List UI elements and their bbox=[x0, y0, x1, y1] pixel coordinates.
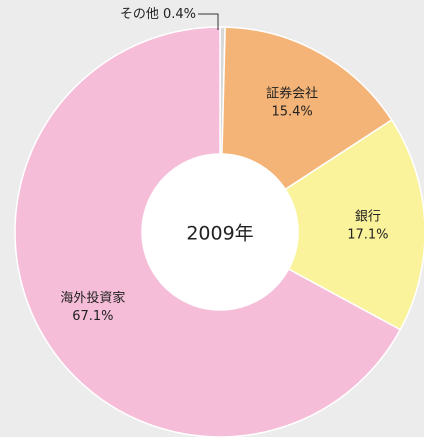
value-label: 17.1% bbox=[347, 227, 388, 242]
value-label: 0.4% bbox=[163, 7, 196, 22]
category-label: 証券会社 bbox=[266, 85, 318, 101]
leader-line bbox=[198, 13, 219, 30]
center-label: 2009年 bbox=[186, 223, 253, 245]
category-label: 海外投資家 bbox=[60, 290, 125, 306]
value-label: 67.1% bbox=[72, 309, 113, 324]
category-label: その他 bbox=[120, 7, 159, 22]
donut-hole bbox=[142, 154, 298, 310]
slice-label: その他 0.4% bbox=[120, 7, 196, 22]
category-label: 銀行 bbox=[355, 209, 381, 224]
value-label: 15.4% bbox=[271, 104, 312, 119]
